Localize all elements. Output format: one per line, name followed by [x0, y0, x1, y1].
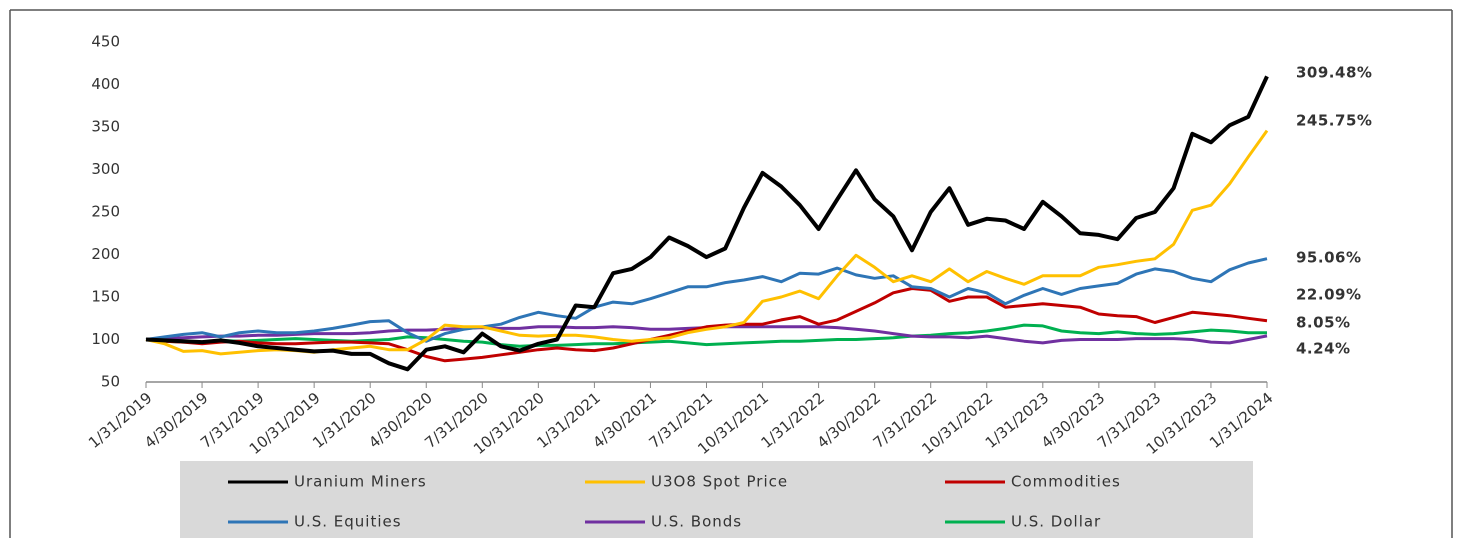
- legend-box: [180, 461, 1253, 538]
- legend-label: Uranium Miners: [294, 473, 427, 491]
- end-label: 245.75%: [1296, 112, 1372, 130]
- legend-label: Commodities: [1011, 473, 1121, 491]
- legend-label: U3O8 Spot Price: [651, 473, 788, 491]
- end-label: 8.05%: [1296, 314, 1351, 332]
- y-tick-label: 50: [101, 373, 120, 391]
- end-label: 309.48%: [1296, 64, 1372, 82]
- legend-label: U.S. Dollar: [1011, 513, 1101, 531]
- series-line: [145, 323, 1267, 348]
- y-tick-label: 450: [91, 33, 120, 51]
- end-label: 95.06%: [1296, 249, 1361, 267]
- series-line: [145, 287, 1268, 363]
- y-tick-label: 400: [91, 75, 120, 93]
- legend-label: U.S. Bonds: [651, 513, 742, 531]
- series-line: [145, 129, 1269, 356]
- series-line: [145, 257, 1268, 343]
- y-tick-label: 150: [91, 288, 120, 306]
- legend-label: U.S. Equities: [294, 513, 402, 531]
- end-label: 22.09%: [1296, 286, 1361, 304]
- y-tick-label: 350: [91, 118, 120, 136]
- series-line: [145, 75, 1269, 372]
- y-tick-label: 250: [91, 203, 120, 221]
- y-tick-label: 200: [91, 245, 120, 263]
- end-label: 4.24%: [1296, 340, 1351, 358]
- y-tick-label: 300: [91, 160, 120, 178]
- y-tick-label: 100: [91, 330, 120, 348]
